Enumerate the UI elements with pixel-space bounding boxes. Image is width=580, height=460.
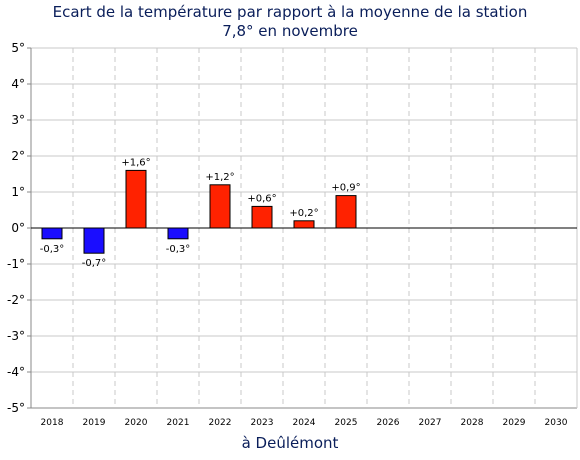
x-tick-label: 2022: [209, 418, 232, 428]
y-tick-label: 3°: [11, 113, 25, 127]
x-axis-label: à Deûlémont: [241, 434, 339, 452]
bar-data-label: +0,2°: [289, 208, 318, 219]
y-tick-label: 4°: [11, 77, 25, 91]
bar: [293, 220, 315, 229]
bar-data-label: +0,6°: [247, 193, 276, 204]
x-tick-label: 2020: [125, 418, 148, 428]
bar: [41, 227, 63, 240]
bar-data-label: -0,3°: [166, 244, 191, 255]
x-tick-label: 2030: [545, 418, 568, 428]
chart-title: Ecart de la température par rapport à la…: [52, 3, 528, 21]
x-tick-label: 2026: [377, 418, 400, 428]
y-tick-label: 2°: [11, 149, 25, 163]
bar: [251, 205, 273, 229]
bar-data-label: +1,6°: [121, 157, 150, 168]
x-tick-label: 2019: [83, 418, 106, 428]
bar-data-label: +0,9°: [331, 183, 360, 194]
bar: [335, 195, 357, 229]
x-tick-label: 2028: [461, 418, 484, 428]
x-tick-label: 2021: [167, 418, 190, 428]
bar-data-label: +1,2°: [205, 172, 234, 183]
x-tick-label: 2018: [41, 418, 64, 428]
y-tick-label: 0°: [11, 221, 25, 235]
x-tick-label: 2023: [251, 418, 274, 428]
bar: [125, 169, 147, 229]
x-tick-label: 2024: [293, 418, 316, 428]
y-tick-label: 5°: [11, 41, 25, 55]
chart-subtitle: 7,8° en novembre: [222, 22, 358, 40]
x-tick-label: 2027: [419, 418, 442, 428]
y-tick-label: -1°: [7, 257, 25, 271]
bar: [83, 227, 105, 254]
x-tick-label: 2029: [503, 418, 526, 428]
y-tick-label: -2°: [7, 293, 25, 307]
y-tick-label: 1°: [11, 185, 25, 199]
bar-data-label: -0,7°: [82, 258, 107, 269]
bar: [167, 227, 189, 240]
y-tick-label: -5°: [7, 401, 25, 415]
y-tick-label: -3°: [7, 329, 25, 343]
bar: [209, 184, 231, 229]
y-tick-label: -4°: [7, 365, 25, 379]
x-tick-label: 2025: [335, 418, 358, 428]
bar-data-label: -0,3°: [40, 244, 65, 255]
